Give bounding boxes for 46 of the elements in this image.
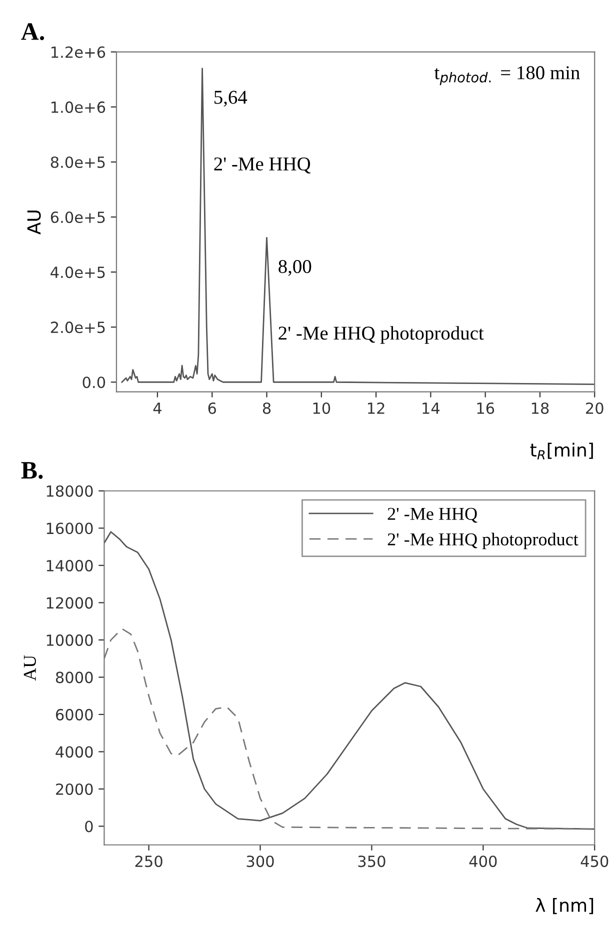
annotation: 8,00 xyxy=(278,260,312,276)
y-tick-label: 8.0e+5 xyxy=(50,156,105,168)
line-series xyxy=(121,68,595,386)
chart-title: A. xyxy=(21,23,44,40)
y-tick-label: 1.0e+6 xyxy=(52,101,106,113)
y-tick-label: 6.0e+5 xyxy=(50,211,105,224)
x-tick-label: 16 xyxy=(477,402,494,414)
y-tick-label: 0 xyxy=(85,820,93,832)
legend-label: 2' -Me HHQ photoproduct xyxy=(388,532,578,550)
x-axis-title: t$_{R}$[min] xyxy=(530,442,593,460)
x-tick-label: 4 xyxy=(153,402,162,414)
line-series xyxy=(104,531,595,830)
x-tick-label: 6 xyxy=(208,402,216,414)
x-axis-title: λ [nm] xyxy=(536,898,594,914)
y-tick-label: 10000 xyxy=(46,634,93,646)
y-tick-label: 0.0 xyxy=(82,376,106,388)
y-axis-title: AU xyxy=(27,210,41,234)
annotation: 2' -Me HHQ photoproduct xyxy=(278,326,484,344)
chart-title: B. xyxy=(21,462,43,479)
y-tick-label: 6000 xyxy=(56,708,93,720)
x-tick-label: 18 xyxy=(532,402,549,414)
x-tick-label: 350 xyxy=(358,856,386,868)
y-tick-label: 16000 xyxy=(46,522,93,534)
y-tick-label: 4000 xyxy=(56,746,93,758)
annotation: 5,64 xyxy=(214,90,248,107)
y-tick-label: 4.0e+5 xyxy=(50,266,105,278)
y-tick-label: 2000 xyxy=(56,783,93,796)
legend-label: 2' -Me HHQ xyxy=(388,508,478,523)
y-tick-label: 1.2e+6 xyxy=(52,46,106,58)
x-tick-label: 10 xyxy=(313,402,330,414)
x-tick-label: 400 xyxy=(469,856,497,868)
x-tick-label: 450 xyxy=(580,856,608,868)
y-tick-label: 18000 xyxy=(46,485,93,497)
y-tick-label: 12000 xyxy=(46,597,93,609)
x-tick-label: 8 xyxy=(262,402,271,414)
x-tick-label: 12 xyxy=(368,402,384,414)
x-tick-label: 20 xyxy=(586,402,604,414)
y-tick-label: 2.0e+5 xyxy=(50,322,105,334)
y-tick-label: 8000 xyxy=(56,672,93,684)
x-tick-label: 14 xyxy=(422,402,440,414)
x-tick-label: 300 xyxy=(246,856,274,868)
y-axis-title: AU xyxy=(24,655,36,681)
y-tick-label: 14000 xyxy=(46,560,93,572)
annotation: 2' -Me HHQ xyxy=(214,157,311,174)
x-tick-label: 250 xyxy=(135,856,162,868)
annotation: t$_{photod.}$ = 180 min xyxy=(434,66,580,86)
